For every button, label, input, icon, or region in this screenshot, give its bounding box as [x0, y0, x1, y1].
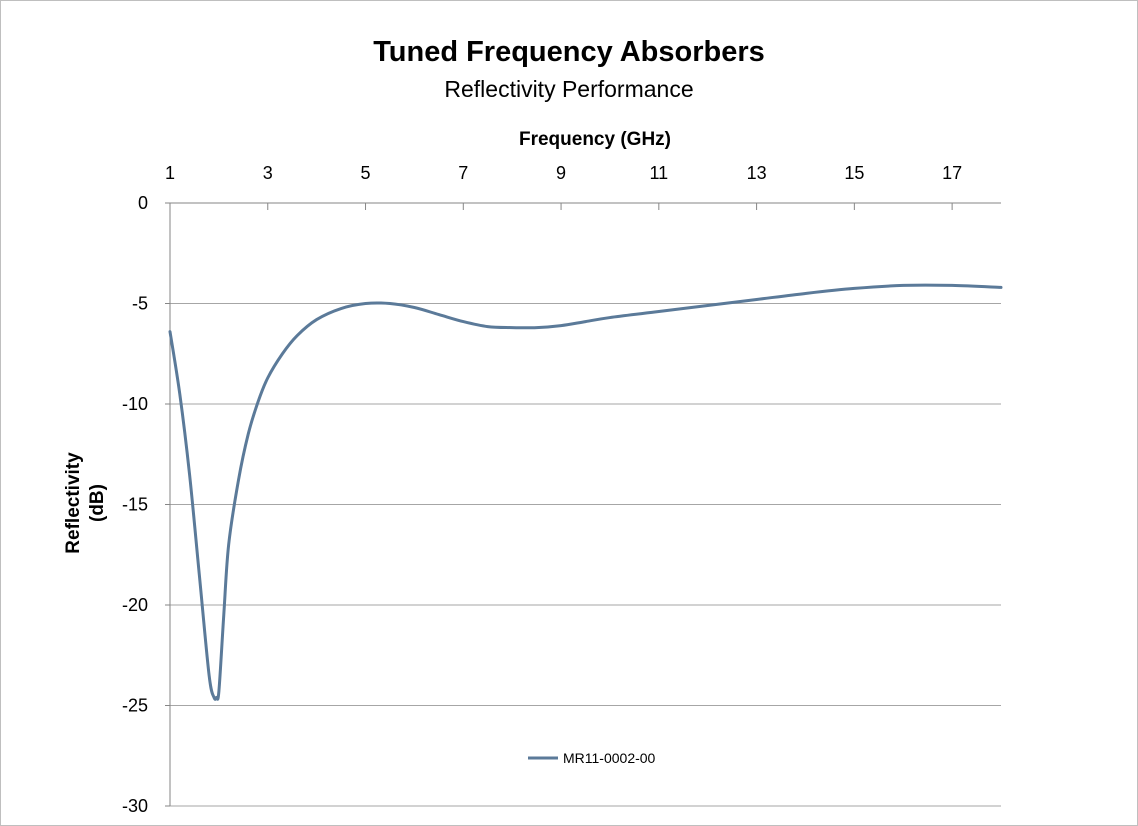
- y-tick-label: 0: [138, 193, 148, 213]
- axis-layer: 0-5-10-15-20-25-301 3 5 7 9 11 13 15 17: [122, 163, 1001, 816]
- x-tick-label: 7: [458, 163, 468, 183]
- x-tick-label: 9: [556, 163, 566, 183]
- y-tick-label: -10: [122, 394, 148, 414]
- y-tick-label: -25: [122, 696, 148, 716]
- y-tick-label: -15: [122, 495, 148, 515]
- legend: MR11-0002-00: [528, 750, 656, 766]
- series-line: [168, 283, 1003, 701]
- chart-subtitle: Reflectivity Performance: [444, 76, 694, 102]
- x-axis-label: Frequency (GHz): [518, 129, 672, 150]
- y-tick-label: -20: [122, 595, 148, 615]
- legend-label: MR11-0002-00: [563, 750, 656, 766]
- x-tick-label: 1: [165, 163, 175, 183]
- y-tick-label: -30: [122, 796, 148, 816]
- x-tick-label: 3: [263, 163, 273, 183]
- grid-layer: [170, 303, 1001, 807]
- chart-title: Tuned Frequency Absorbers: [373, 36, 765, 68]
- x-tick-label: 11: [649, 163, 668, 183]
- x-tick-label: 13: [747, 163, 767, 183]
- y-tick-label: -5: [132, 294, 148, 314]
- x-tick-label: 15: [844, 163, 864, 183]
- x-tick-label: 17: [942, 163, 962, 183]
- series-layer: [168, 283, 1003, 701]
- x-tick-label: 5: [361, 163, 371, 183]
